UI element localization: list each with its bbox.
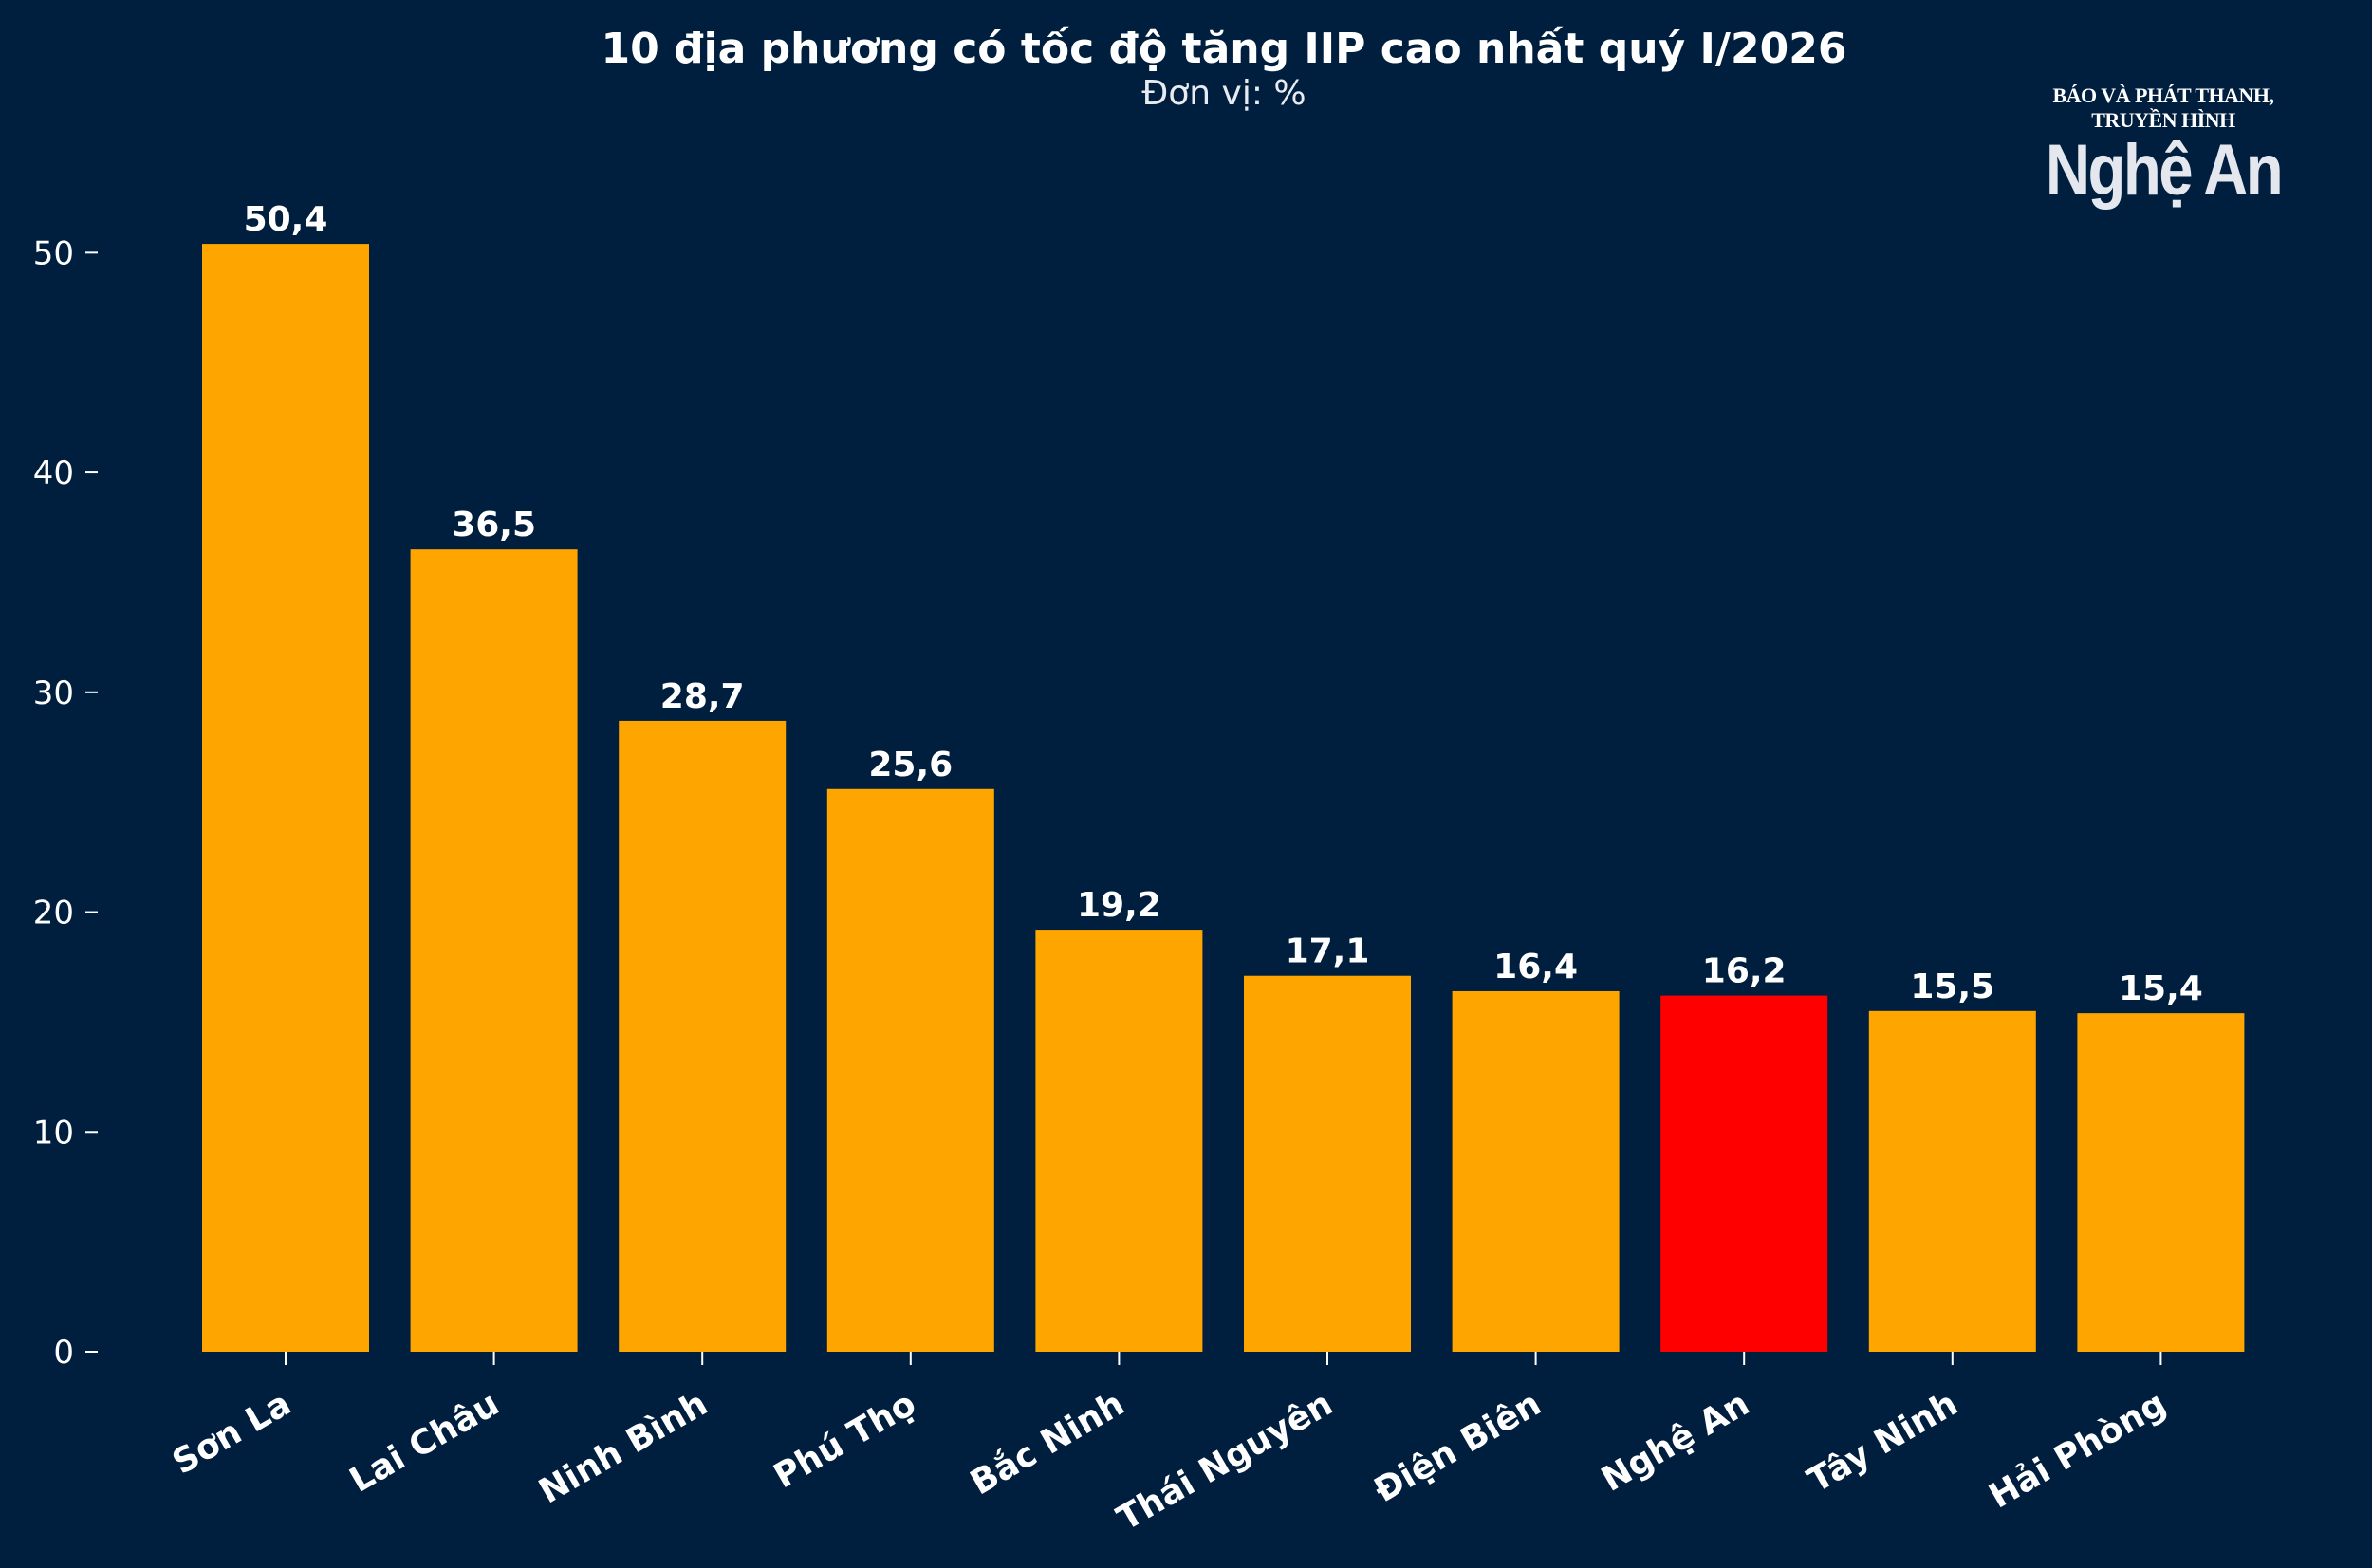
y-tick-label: 0 — [53, 1334, 74, 1372]
bar — [1452, 990, 1620, 1352]
x-tick-label: Lai Châu — [343, 1384, 506, 1501]
bar — [1868, 1010, 2036, 1352]
x-tick-label: Phú Thọ — [768, 1384, 922, 1496]
bar — [1035, 930, 1203, 1352]
bar — [202, 244, 369, 1353]
data-label: 36,5 — [452, 506, 536, 544]
data-label: 16,2 — [1702, 952, 1787, 991]
bar — [410, 549, 578, 1352]
x-tick-label: Bắc Ninh — [964, 1384, 1131, 1503]
bar — [1244, 975, 1411, 1352]
chart-subtitle: Đơn vị: % — [1141, 74, 1306, 113]
y-tick-label: 50 — [33, 234, 74, 272]
data-label: 17,1 — [1286, 932, 1370, 971]
x-tick-label: Sơn La — [166, 1384, 297, 1483]
data-label: 28,7 — [660, 677, 745, 716]
bar — [2077, 1013, 2245, 1352]
x-tick-label: Thái Nguyên — [1111, 1384, 1340, 1539]
chart-title: 10 địa phương có tốc độ tăng IIP cao nhấ… — [601, 25, 1847, 73]
x-tick-label: Nghệ An — [1595, 1384, 1755, 1499]
x-tick-label: Hải Phòng — [1983, 1384, 2173, 1516]
y-tick-label: 10 — [33, 1114, 74, 1152]
newspaper-logo: BÁO VÀ PHÁT THANH, TRUYỀN HÌNH Nghệ An — [2021, 83, 2306, 211]
y-tick-label: 20 — [33, 895, 74, 932]
data-label: 15,4 — [2119, 969, 2203, 1008]
x-tick-label: Ninh Bình — [532, 1384, 713, 1511]
logo-tagline: BÁO VÀ PHÁT THANH, TRUYỀN HÌNH — [2052, 83, 2274, 132]
bar — [619, 720, 787, 1352]
x-tick-label: Điện Biên — [1368, 1384, 1547, 1510]
data-label: 50,4 — [244, 200, 328, 239]
data-label: 15,5 — [1910, 968, 1994, 1006]
y-tick-label: 30 — [33, 674, 74, 712]
data-label: 25,6 — [868, 746, 953, 784]
bar — [826, 788, 994, 1352]
logo-name: Nghệ An — [2045, 130, 2284, 211]
y-tick-label: 40 — [33, 454, 74, 492]
data-label: 19,2 — [1077, 886, 1161, 925]
data-label: 16,4 — [1493, 948, 1578, 987]
x-tick-label: Tây Ninh — [1802, 1384, 1965, 1501]
bar — [1660, 995, 1828, 1352]
